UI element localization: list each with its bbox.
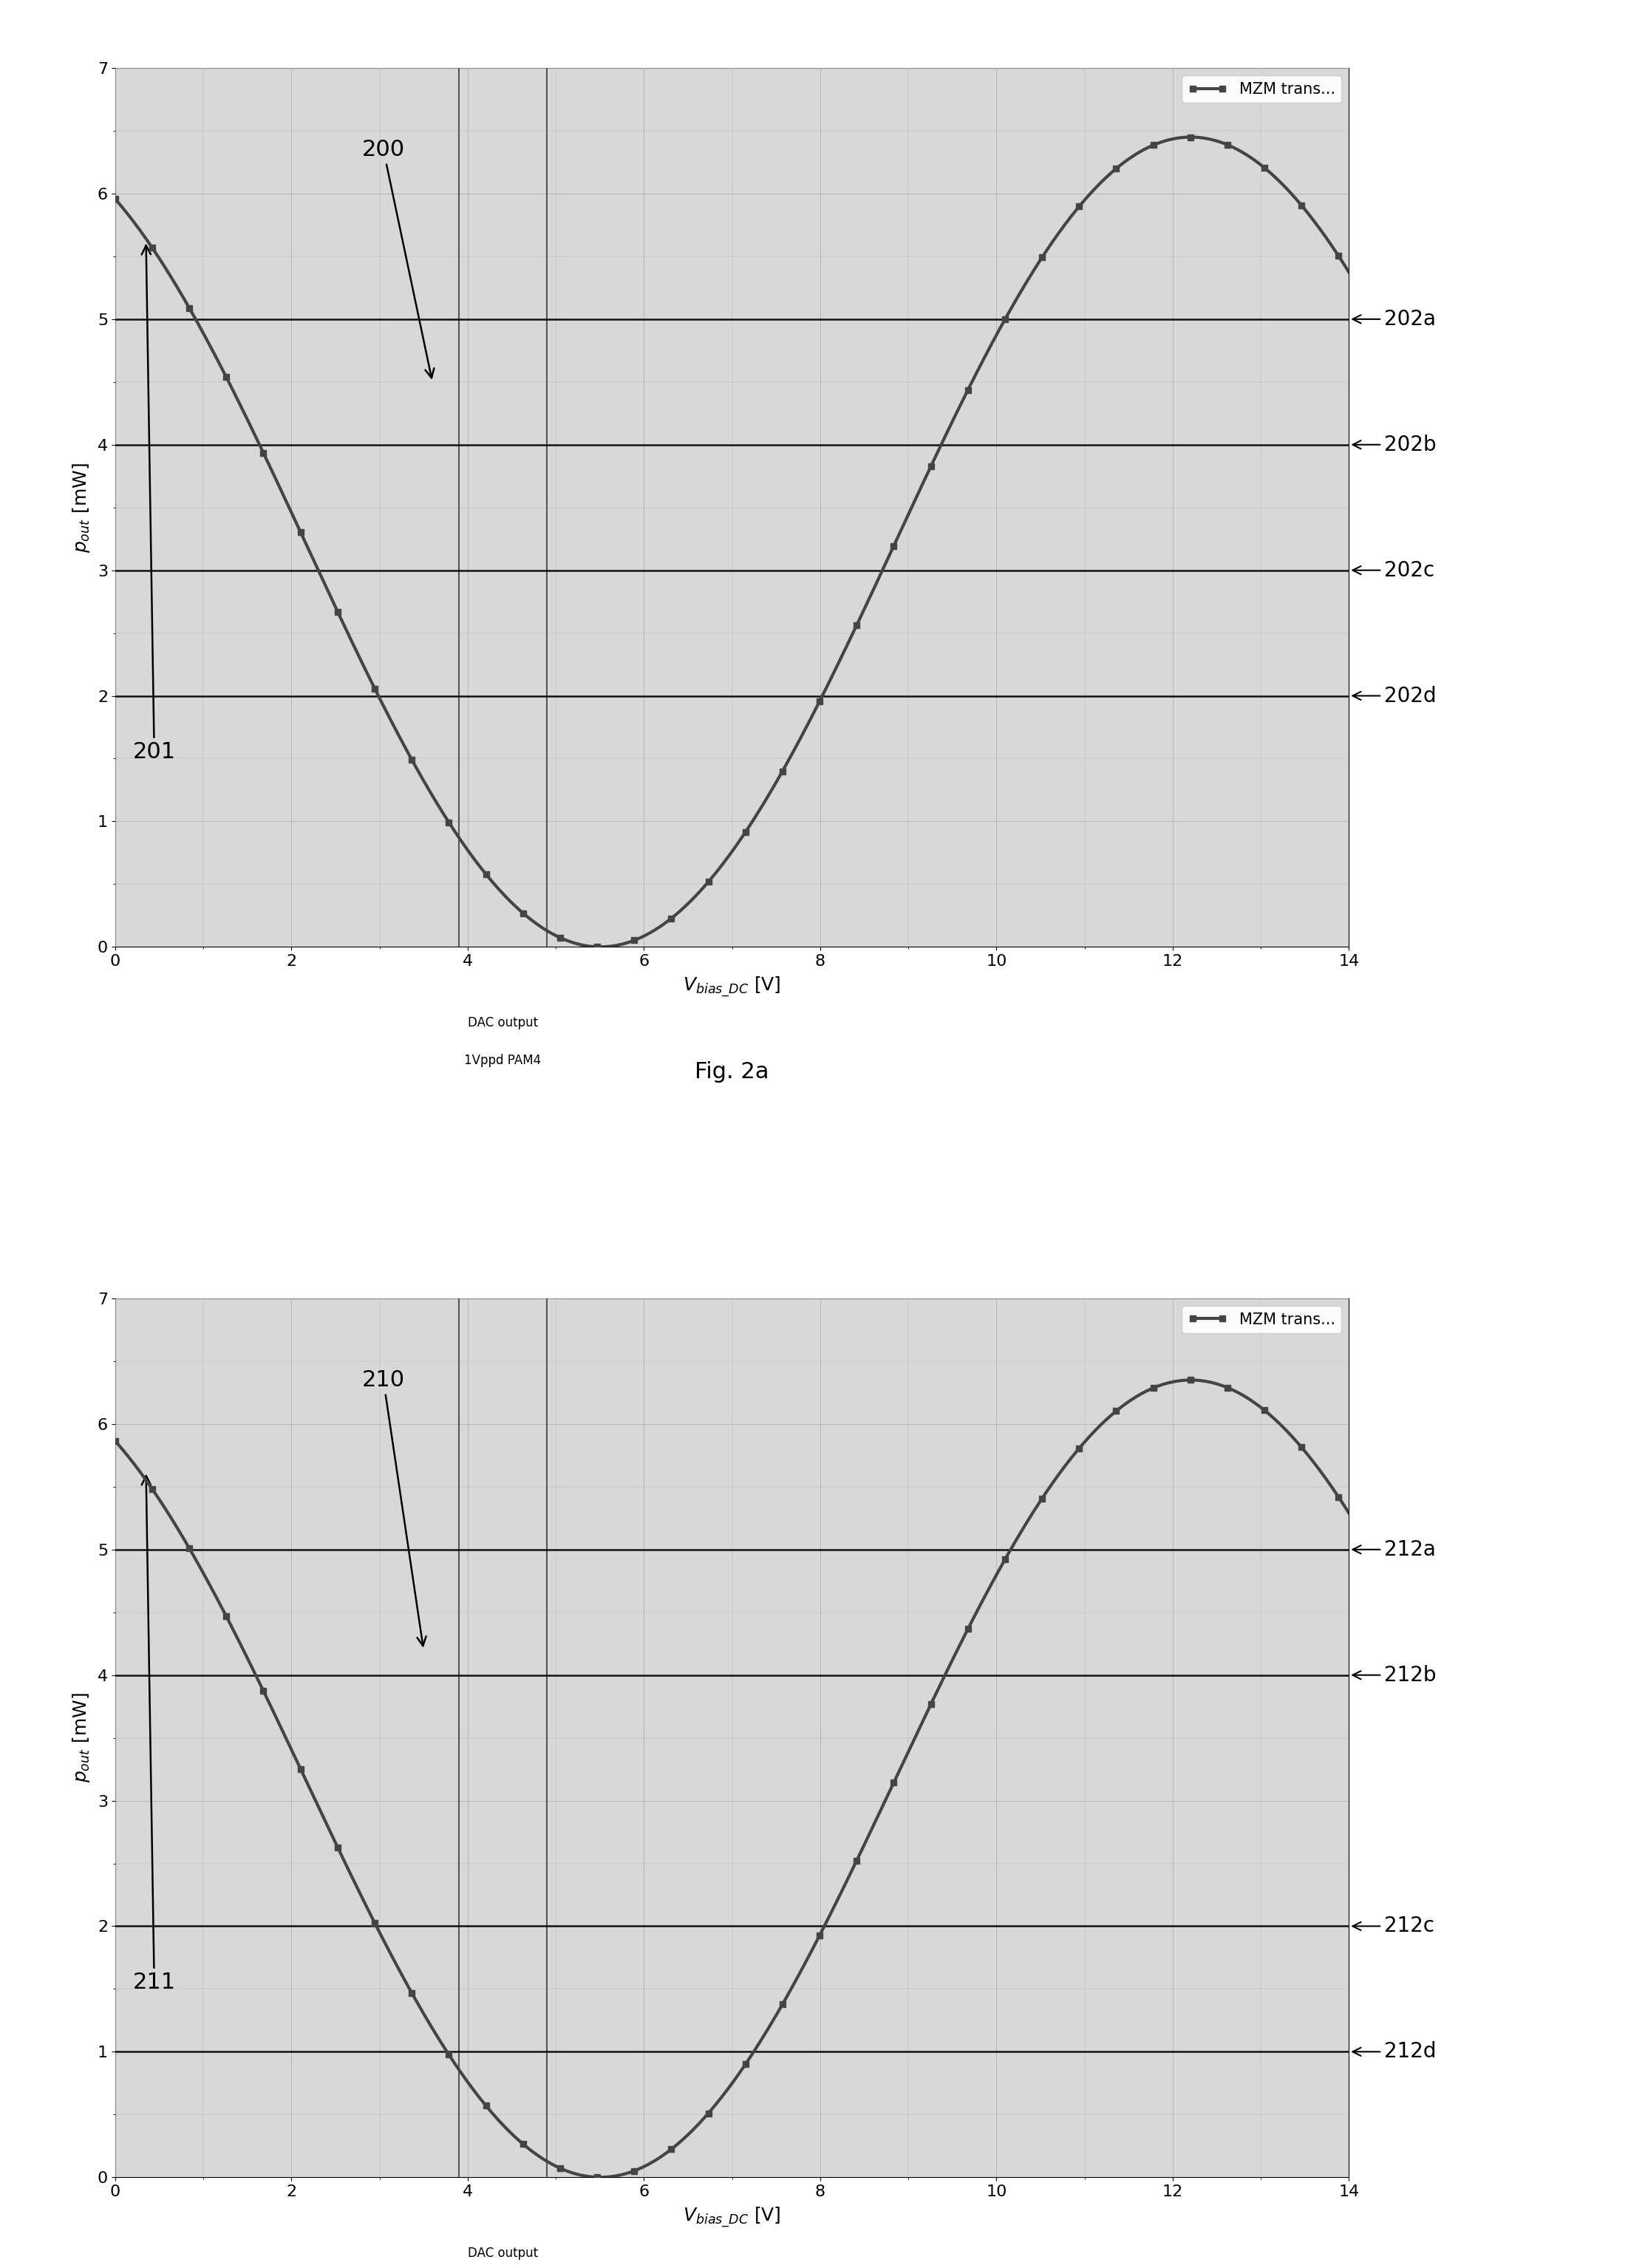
Text: 202c: 202c (1352, 560, 1434, 581)
MZM trans... (1181, 122, 1201, 150)
MZM trans... (1036, 238, 1056, 265)
Text: 202b: 202b (1352, 435, 1436, 456)
Y-axis label: $p_{out}$ [mW]: $p_{out}$ [mW] (71, 463, 90, 553)
Legend: MZM trans...: MZM trans... (1183, 1306, 1341, 1334)
X-axis label: $V_{bias\_DC}$ [V]: $V_{bias\_DC}$ [V] (683, 2204, 781, 2229)
Text: 212c: 212c (1352, 1916, 1434, 1937)
MZM trans... (105, 1427, 125, 1454)
Text: Fig. 2a: Fig. 2a (694, 1061, 770, 1082)
MZM trans... (591, 2164, 610, 2191)
MZM trans... (666, 2132, 686, 2159)
MZM trans... (931, 1669, 951, 1696)
MZM trans... (423, 2014, 443, 2041)
MZM trans... (1036, 1479, 1056, 1506)
MZM trans... (423, 782, 443, 810)
MZM trans... (834, 1873, 854, 1901)
MZM trans... (931, 431, 951, 458)
Text: 200: 200 (362, 138, 434, 379)
MZM trans... (324, 1826, 344, 1853)
Text: 212a: 212a (1352, 1540, 1436, 1560)
Text: 210: 210 (362, 1370, 426, 1647)
Legend: MZM trans...: MZM trans... (1183, 75, 1341, 102)
MZM trans... (1339, 1499, 1359, 1526)
Text: DAC output: DAC output (467, 2245, 538, 2259)
Text: 211: 211 (133, 1476, 176, 1994)
Y-axis label: $p_{out}$ [mW]: $p_{out}$ [mW] (71, 1692, 90, 1783)
Text: 202a: 202a (1352, 308, 1436, 329)
X-axis label: $V_{bias\_DC}$ [V]: $V_{bias\_DC}$ [V] (683, 975, 781, 998)
Text: 212d: 212d (1352, 2041, 1436, 2062)
MZM trans... (1181, 1365, 1201, 1393)
Text: 212b: 212b (1352, 1665, 1436, 1685)
MZM trans... (324, 590, 344, 617)
MZM trans... (666, 900, 686, 928)
Text: DAC output: DAC output (467, 1016, 538, 1030)
MZM trans... (834, 637, 854, 665)
Text: 202d: 202d (1352, 685, 1436, 705)
Text: 201: 201 (133, 245, 176, 762)
Text: 1Vppd PAM4: 1Vppd PAM4 (464, 1055, 541, 1066)
MZM trans... (1339, 259, 1359, 286)
Line: MZM trans...: MZM trans... (112, 1377, 1352, 2180)
Line: MZM trans...: MZM trans... (112, 134, 1352, 950)
MZM trans... (591, 932, 610, 959)
MZM trans... (105, 186, 125, 213)
